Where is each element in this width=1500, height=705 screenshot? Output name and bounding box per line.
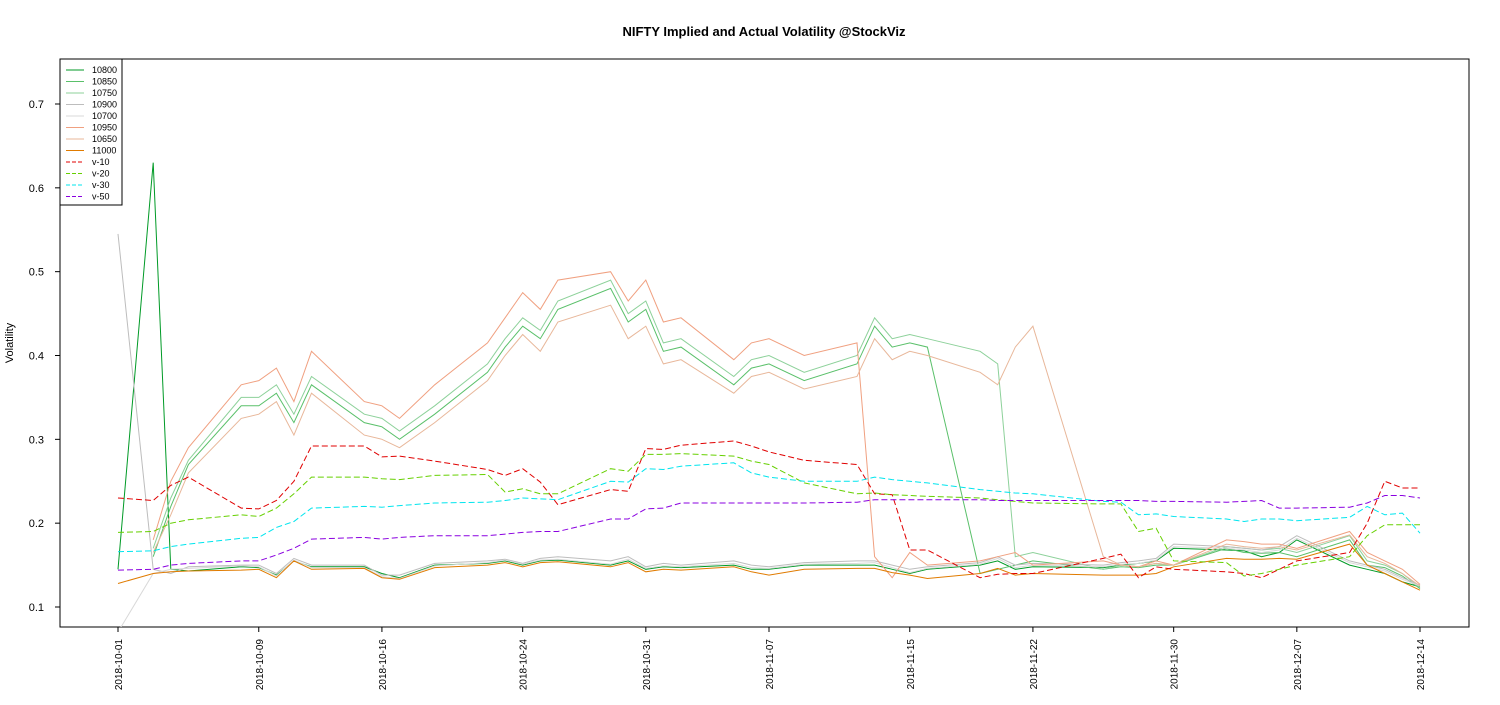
y-tick-label: 0.4 <box>29 351 44 363</box>
series-line-v-50 <box>117 495 1421 571</box>
series-line-v-20 <box>117 453 1420 577</box>
series-line-10800 <box>117 162 1421 588</box>
y-tick-label: 0.2 <box>29 518 44 530</box>
x-tick-label: 2018-11-15 <box>906 639 917 690</box>
x-tick-label: 2018-11-30 <box>1170 639 1181 690</box>
y-tick-label: 0.5 <box>29 267 44 279</box>
series-line-10650 <box>152 304 1421 587</box>
x-tick-label: 2018-10-24 <box>519 639 530 691</box>
x-tick-label: 2018-10-09 <box>255 639 266 691</box>
legend-label: 10950 <box>92 123 117 133</box>
legend-label: 10900 <box>92 100 117 110</box>
series-layer <box>117 162 1421 627</box>
series-line-11000 <box>117 543 1421 591</box>
series-line-v-10 <box>117 440 1420 579</box>
x-tick-label: 2018-10-01 <box>114 639 125 691</box>
y-axis-label: Volatility <box>4 322 16 363</box>
legend-label: 11000 <box>92 146 116 156</box>
legend-label: v-10 <box>92 157 110 167</box>
legend-label: v-20 <box>92 169 110 179</box>
legend-label: 10800 <box>92 65 117 75</box>
x-axis: 2018-10-01 2018-10-09 2018-10-16 2018-10-24… <box>114 627 1427 690</box>
y-axis: 0.1 0.2 0.3 0.4 0.5 0.6 0.7 <box>29 99 60 614</box>
x-tick-label: 2018-10-16 <box>378 639 389 691</box>
legend-label: 10750 <box>92 88 117 98</box>
y-tick-label: 0.7 <box>29 99 44 111</box>
y-tick-label: 0.6 <box>29 183 44 195</box>
y-tick-label: 0.3 <box>29 434 44 446</box>
x-tick-label: 2018-12-14 <box>1416 639 1427 691</box>
series-line-v-30 <box>117 462 1421 553</box>
y-tick-label: 0.1 <box>29 602 44 614</box>
legend-label: v-30 <box>92 180 110 190</box>
legend-label: v-50 <box>92 192 110 202</box>
series-line-10750 <box>152 279 1421 589</box>
x-tick-label: 2018-11-07 <box>765 639 776 690</box>
x-tick-label: 2018-12-07 <box>1293 639 1304 691</box>
x-tick-label: 2018-11-22 <box>1029 639 1040 690</box>
legend-label: 10650 <box>92 134 117 144</box>
x-tick-label: 2018-10-31 <box>642 639 653 691</box>
series-line-10900 <box>117 233 1421 586</box>
legend-label: 10700 <box>92 111 117 121</box>
series-line-10950 <box>152 271 1421 585</box>
plot-frame <box>59 58 1470 628</box>
legend-box <box>59 58 123 206</box>
legend-label: 10850 <box>92 77 117 87</box>
series-line-10700 <box>120 537 1421 627</box>
series-line-10850 <box>152 287 1421 590</box>
chart-title: NIFTY Implied and Actual Volatility @Sto… <box>622 24 906 39</box>
